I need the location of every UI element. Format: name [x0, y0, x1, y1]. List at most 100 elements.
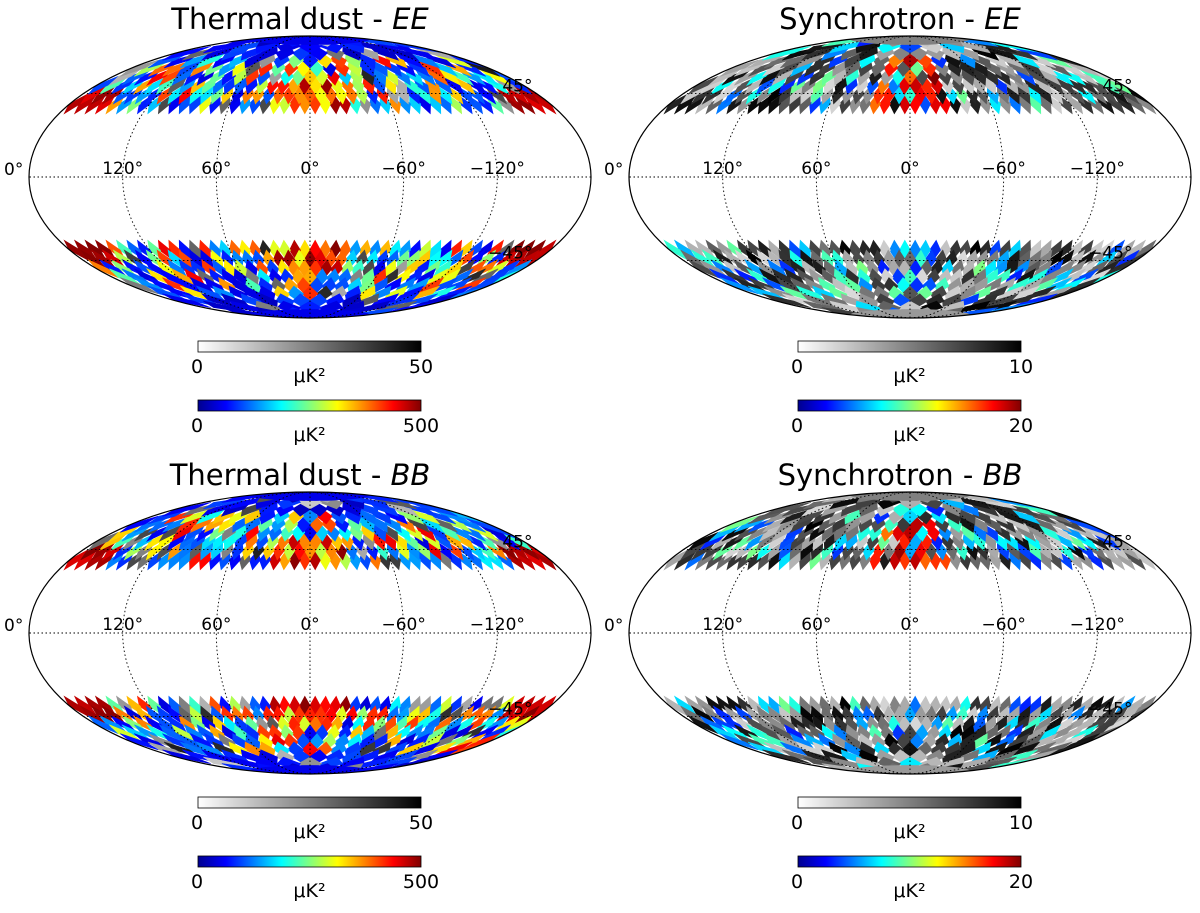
panel-title: Synchrotron - BB [600, 458, 1200, 492]
longitude-label: 120° [702, 615, 743, 635]
color-colorbar: 0 20 μK² [791, 855, 1033, 902]
graticule-lines [629, 35, 1191, 319]
colorbar-unit-label: μK² [293, 424, 325, 446]
colorbar-min-label: 0 [191, 415, 203, 437]
title-prefix: Thermal dust - [169, 458, 391, 492]
longitude-label: 60° [801, 159, 831, 179]
colorbar-min-label: 0 [791, 415, 803, 437]
colorbar-gradient [197, 855, 422, 868]
colorbars: 0 50 μK² 0 500 μK² [191, 796, 439, 902]
colorbar-gradient [197, 399, 422, 412]
gray-colorbar: 0 10 μK² [791, 796, 1033, 843]
colorbar-unit-label: μK² [893, 880, 925, 902]
map-pixel [982, 502, 1020, 517]
meridian-line [309, 35, 405, 319]
colorbar-min-label: 0 [191, 812, 203, 834]
map-pixel [162, 46, 211, 61]
map-pixel [720, 733, 759, 751]
latitude-label: 0° [4, 616, 23, 636]
meridian-line [215, 35, 311, 319]
map-pixel [120, 515, 159, 533]
latitude-label: −45° [488, 699, 532, 719]
graticule-lines [629, 491, 1191, 775]
longitude-label: 0° [300, 159, 319, 179]
map-pixel [162, 502, 211, 517]
latitude-label: 45° [1102, 533, 1132, 553]
polar-cap [850, 309, 970, 318]
longitude-label: −120° [470, 615, 525, 635]
longitude-label: −60° [381, 615, 425, 635]
title-spectrum: EE [984, 2, 1021, 36]
latitude-label: −45° [488, 243, 532, 263]
title-spectrum: EE [392, 2, 429, 36]
colorbar-gradient [797, 796, 1022, 809]
colorbars: 0 10 μK² 0 20 μK² [791, 340, 1033, 446]
panel-sync-bb: Synchrotron - BB 120° 60° 0° −60° −120° 45° 0… [600, 456, 1200, 912]
longitude-label: 120° [102, 615, 143, 635]
map-outline [628, 491, 1192, 775]
longitude-label: 120° [702, 159, 743, 179]
latitude-label: −45° [1088, 243, 1132, 263]
map-pixel [720, 59, 759, 77]
map-pixel [720, 277, 759, 295]
mollweide-map: 120° 60° 0° −60° −120° 45° 0° −45° 0 50 μK² 0 500 μ… [4, 35, 592, 446]
map-pixel [120, 733, 159, 751]
meridian-line [215, 491, 311, 775]
map-pixel [301, 52, 319, 69]
meridian-line [909, 35, 1005, 319]
map-pixel [87, 532, 119, 551]
colorbar-min-label: 0 [791, 356, 803, 378]
latitude-label: 0° [604, 160, 623, 180]
latitude-labels: 45° 0° −45° [4, 77, 532, 264]
map-pixel [200, 46, 238, 61]
map-pixel [687, 532, 719, 551]
map-pixel [901, 508, 919, 525]
meridian-line [815, 491, 911, 775]
meridian-line [309, 491, 405, 775]
longitude-label: −60° [381, 159, 425, 179]
colorbar-unit-label: μK² [293, 821, 325, 843]
map-pixels [63, 492, 557, 774]
colorbar-unit-label: μK² [893, 424, 925, 446]
polar-cap [250, 492, 370, 501]
longitude-label: 0° [300, 615, 319, 635]
title-prefix: Synchrotron - [779, 2, 985, 36]
map-outline [628, 35, 1192, 319]
map-pixel [687, 259, 719, 278]
longitude-labels: 120° 60° 0° −60° −120° [702, 615, 1125, 635]
latitude-label: 45° [502, 77, 532, 97]
colorbar-min-label: 0 [791, 871, 803, 893]
gray-colorbar: 0 50 μK² [191, 340, 433, 387]
longitude-label: −120° [1070, 159, 1125, 179]
panel-title: Synchrotron - EE [600, 2, 1200, 36]
colorbar-unit-label: μK² [293, 365, 325, 387]
latitude-label: −45° [1088, 699, 1132, 719]
polar-cap [850, 36, 970, 45]
latitude-label: 0° [4, 160, 23, 180]
panel-title: Thermal dust - BB [0, 458, 600, 492]
map-pixel [762, 749, 811, 764]
colorbar-unit-label: μK² [893, 365, 925, 387]
colorbar-max-label: 50 [409, 812, 433, 834]
colorbar-max-label: 10 [1009, 812, 1033, 834]
map-outline [28, 491, 592, 775]
map-pixel [982, 46, 1020, 61]
meridian-line [815, 35, 911, 319]
map-pixel [200, 502, 238, 517]
longitude-labels: 120° 60° 0° −60° −120° [102, 615, 525, 635]
map-pixel [762, 46, 811, 61]
map-pixel [687, 715, 719, 734]
colorbar-gradient [797, 399, 1022, 412]
mollweide-map: 120° 60° 0° −60° −120° 45° 0° −45° 0 10 μK² 0 20 μK… [604, 491, 1192, 902]
latitude-labels: 45° 0° −45° [4, 533, 532, 720]
color-colorbar: 0 500 μK² [191, 399, 439, 446]
map-pixel [901, 52, 919, 69]
colorbar-max-label: 10 [1009, 356, 1033, 378]
map-outline [28, 35, 592, 319]
longitude-label: 60° [801, 615, 831, 635]
colorbar-gradient [197, 340, 422, 353]
longitude-label: 60° [201, 159, 231, 179]
colorbars: 0 10 μK² 0 20 μK² [791, 796, 1033, 902]
longitude-label: 120° [102, 159, 143, 179]
color-colorbar: 0 20 μK² [791, 399, 1033, 446]
